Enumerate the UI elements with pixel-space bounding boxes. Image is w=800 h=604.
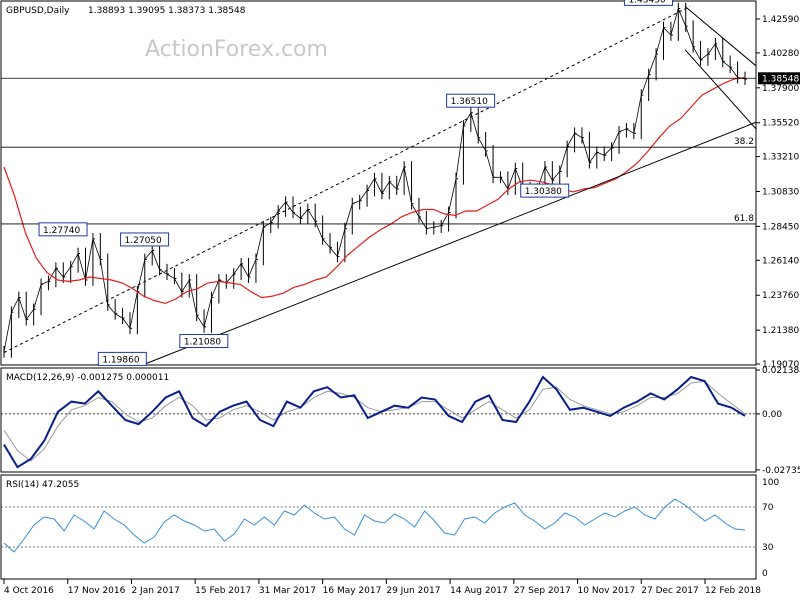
- price-axis-label: 1.40280: [762, 49, 799, 59]
- level-annotation-label: 1.27740: [43, 226, 80, 236]
- level-annotation-label: 1.30380: [525, 187, 562, 197]
- price-axis-label: 1.28450: [762, 222, 799, 232]
- price-axis-label: 1.42590: [762, 15, 799, 25]
- fibonacci-level-label: 61.8: [734, 214, 754, 224]
- time-axis-label: 12 Feb 2018: [705, 586, 761, 596]
- price-layer: 38.2 61.8 1.27740 1.27050 1.19860 1.21080 1.36…: [1, 0, 757, 366]
- time-axis-label: 17 Nov 2016: [68, 586, 126, 596]
- rsi-axis-label: 100: [762, 478, 779, 488]
- level-annotation-label: 1.43450: [628, 0, 665, 5]
- level-annotation-box: [38, 222, 88, 237]
- price-axis-label: 1.37900: [762, 84, 799, 94]
- rsi-layer: [1, 498, 756, 553]
- macd-signal-line: [3, 380, 746, 462]
- price-axis-label: 1.33210: [762, 153, 799, 163]
- price-axis-label: 1.30830: [762, 188, 799, 198]
- time-axis-label: 4 Oct 2016: [4, 586, 54, 596]
- rsi-axis-label: 30: [762, 543, 774, 553]
- price-axis-label: 1.21380: [762, 326, 799, 336]
- macd-axis-label: 0.021384: [762, 366, 800, 376]
- level-annotation-label: 1.36510: [451, 97, 488, 107]
- level-annotation-label: 1.21080: [184, 338, 221, 348]
- level-annotation-box: [623, 0, 673, 6]
- macd-title-label: MACD(12,26,9) -0.001275 0.000011: [6, 373, 169, 383]
- falling-lower-trendline: [684, 49, 757, 130]
- level-annotation-box: [446, 93, 496, 108]
- time-axis-label: 16 May 2017: [323, 586, 382, 596]
- time-axis-label: 27 Dec 2017: [641, 586, 699, 596]
- price-axis-label: 1.19070: [762, 360, 799, 370]
- time-axis-label: 10 Nov 2017: [578, 586, 636, 596]
- price-close-line: [3, 7, 746, 352]
- rsi-axis-label: 0: [762, 569, 768, 579]
- rsi-axis-label: 70: [762, 503, 774, 513]
- time-axis-label: 31 Mar 2017: [259, 586, 316, 596]
- channel-dashed-trendline: [3, 5, 691, 354]
- time-axis-label: 2 Jan 2017: [131, 586, 179, 596]
- level-annotation-label: 1.19860: [102, 355, 139, 365]
- axis-layer: 1.42590 1.40280 1.37900 1.35520 1.33210 1.308…: [3, 15, 800, 596]
- time-axis-label: 14 Aug 2017: [450, 586, 508, 596]
- macd-line: [3, 375, 746, 469]
- time-axis-label: 29 Jun 2017: [386, 586, 440, 596]
- price-symbol-label: GBPUSD,Daily: [6, 6, 70, 16]
- current-price-box: [758, 72, 800, 85]
- price-axis-label: 1.26140: [762, 256, 799, 266]
- fibonacci-level-label: 38.2: [734, 137, 754, 147]
- level-annotation-box: [120, 232, 170, 247]
- current-price-label: 1.38548: [762, 74, 799, 84]
- level-annotation-label: 1.27050: [125, 236, 162, 246]
- rsi-panel-frame: [0, 474, 757, 580]
- macd-layer: [1, 375, 756, 469]
- level-annotation-box: [179, 334, 229, 349]
- macd-axis-label: -0.027353: [762, 466, 800, 476]
- price-axis-label: 1.23760: [762, 291, 799, 301]
- time-axis-label: 27 Sep 2017: [514, 586, 571, 596]
- price-axis-label: 1.35520: [762, 119, 799, 129]
- rsi-line: [3, 498, 746, 553]
- macd-axis-label: 0.00: [762, 410, 782, 420]
- falling-upper-trendline: [684, 6, 757, 67]
- rising-support-trendline: [144, 121, 757, 365]
- rsi-title-label: RSI(14) 47.2055: [6, 480, 79, 490]
- time-axis-label: 15 Feb 2017: [195, 586, 251, 596]
- watermark-text: ActionForex.com: [145, 37, 328, 62]
- price-panel-frame: [0, 0, 757, 366]
- macd-panel-frame: [0, 367, 757, 473]
- price-ohlc-label: 1.38893 1.39095 1.38373 1.38548: [88, 6, 246, 16]
- level-annotation-box: [97, 351, 147, 366]
- level-annotation-box: [520, 183, 570, 198]
